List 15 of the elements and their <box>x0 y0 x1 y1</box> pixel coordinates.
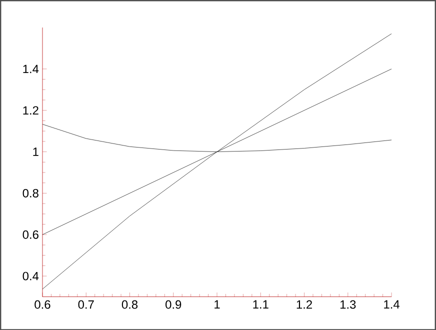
x-tick-label: 0.8 <box>122 300 138 309</box>
x-tick-label: 1.2 <box>296 300 312 309</box>
y-tick-label: 0.6 <box>22 230 38 239</box>
x-tick-label: 1 <box>214 300 220 308</box>
y-tick-label: 1.2 <box>23 106 38 114</box>
y-tick-label: 1 <box>33 148 38 156</box>
x-tick-label: 0.6 <box>34 300 50 309</box>
y-tick-label: 1.4 <box>23 64 39 73</box>
x-tick-label: 0.7 <box>78 300 94 309</box>
x-tick-label: 0.9 <box>166 300 182 309</box>
x-tick-label: 1.3 <box>340 300 356 309</box>
y-tick-label: 0.4 <box>22 272 39 280</box>
x-tick-label: 1.1 <box>253 300 268 308</box>
y-tick-label: 0.8 <box>22 188 38 198</box>
x-tick-label: 1.4 <box>384 300 400 308</box>
